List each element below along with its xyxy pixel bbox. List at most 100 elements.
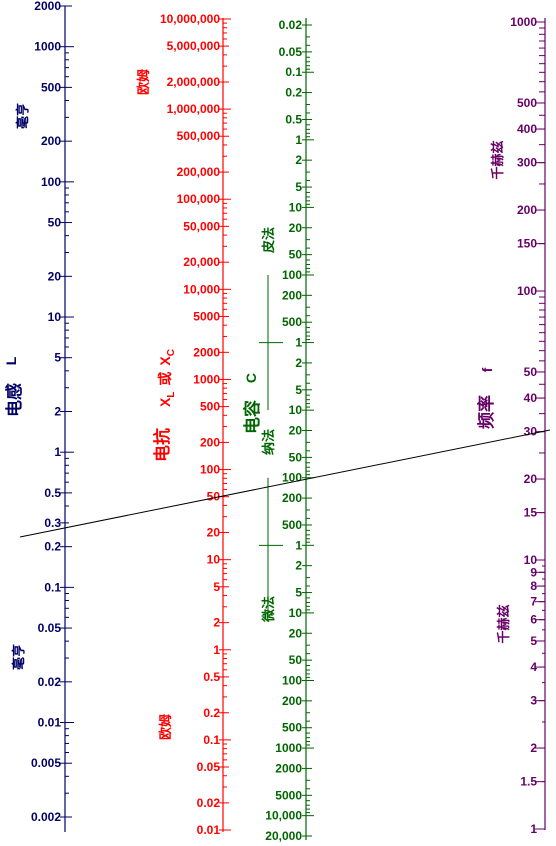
capacitance-tick-label: 10,000: [265, 809, 302, 823]
capacitance-tick-label: 5000: [275, 788, 302, 802]
capacitance-tick-label: 50: [289, 653, 303, 667]
frequency-tick-label: 1000: [510, 15, 537, 29]
reactance-tick-label: 0.05: [197, 760, 221, 774]
frequency-tick-label: 1.5: [520, 775, 537, 789]
frequency-tick-label: 5: [530, 634, 537, 648]
capacitance-tick-label: 200: [282, 694, 302, 708]
inductance-tick-label: 0.2: [44, 540, 61, 554]
reactance-tick-label: 2000: [193, 345, 220, 359]
capacitance-tick-label: 20: [289, 424, 303, 438]
capacitance-tick-label: 200: [282, 288, 302, 302]
inductance-tick-label: 2000: [34, 0, 61, 13]
reactance-tick-label: 100,000: [177, 192, 221, 206]
reactance-tick-label: 1: [213, 643, 220, 657]
reactance-tick-label: 0.1: [203, 733, 220, 747]
frequency-tick-label: 15: [524, 506, 538, 520]
inductance-tick-label: 500: [41, 80, 61, 94]
capacitance-tick-label: 2000: [275, 761, 302, 775]
capacitance-tick-label: 20: [289, 626, 303, 640]
reactance-unit-upper: 欧姆: [136, 69, 152, 95]
capacitance-tick-label: 100: [282, 673, 302, 687]
frequency-tick-label: 3: [530, 694, 537, 708]
inductance-name: 电感: [4, 383, 25, 417]
frequency-tick-label: 40: [524, 391, 538, 405]
reactance-tick-label: 1000: [193, 372, 220, 386]
frequency-tick-label: 200: [517, 203, 537, 217]
reactance-tick-label: 2,000,000: [167, 75, 221, 89]
svg-text:XL或XC: XL或XC: [157, 349, 177, 407]
inductance-tick-label: 0.05: [38, 621, 62, 635]
reactance-tick-labels: 10,000,0005,000,0002,000,0001,000,000500…: [160, 12, 220, 837]
reactance-tick-label: 200,000: [177, 165, 221, 179]
frequency-tick-label: 100: [517, 284, 537, 298]
capacitance-tick-labels: 0.02 0.05 0.1 0.2 0.5 1 2 5 10 20 50 100 200 500 1 2 5 10…: [265, 18, 302, 843]
capacitance-tick-label: 500: [282, 315, 302, 329]
inductance-unit-upper: 毫亨: [15, 103, 31, 129]
capacitance-tick-label: 2: [295, 153, 302, 167]
capacitance-tick-label: 1: [295, 133, 302, 147]
inductance-tick-label: 1000: [34, 40, 61, 54]
capacitance-tick-label: 0.05: [279, 45, 303, 59]
inductance-tick-label: 0.005: [31, 756, 61, 770]
reactance-tick-label: 0.02: [197, 796, 221, 810]
capacitance-tick-label: 5: [295, 180, 302, 194]
reactance-symbol-or: 或: [157, 372, 173, 386]
capacitance-tick-label: 0.1: [285, 65, 302, 79]
inductance-tick-label: 0.5: [44, 486, 61, 500]
capacitance-tick-label: 1: [295, 336, 302, 350]
capacitance-tick-label: 0.2: [285, 86, 302, 100]
reactance-tick-label: 10,000,000: [160, 12, 220, 26]
reactance-symbol-x2: X: [157, 356, 173, 366]
capacitance-unit-nf: 纳法: [261, 429, 277, 455]
reactance-symbol-l: L: [166, 392, 177, 398]
capacitance-ticks: [302, 24, 314, 837]
reactance-tick-label: 50,000: [183, 219, 220, 233]
reactance-tick-label: 5,000,000: [167, 39, 221, 53]
reactance-tick-label: 0.5: [203, 670, 220, 684]
capacitance-unit-brackets: [259, 274, 283, 613]
reactance-tick-label: 20: [207, 526, 221, 540]
capacitance-tick-label: 2: [295, 559, 302, 573]
capacitance-tick-label: 100: [282, 268, 302, 282]
inductance-tick-label: 1: [54, 445, 61, 459]
reactance-name: 电抗: [152, 428, 173, 462]
inductance-tick-label: 2: [54, 405, 61, 419]
reactance-unit-lower: 欧姆: [158, 714, 174, 740]
capacitance-tick-label: 0.5: [285, 112, 302, 126]
reactance-symbol-x: X: [157, 397, 173, 407]
example-isopleth-line: [19, 429, 551, 538]
reactance-tick-label: 50: [207, 490, 221, 504]
frequency-tick-label: 9: [530, 565, 537, 579]
frequency-unit-lower: 千赫兹: [496, 604, 512, 643]
frequency-tick-label: 20: [524, 472, 538, 486]
reactance-tick-label: 200: [200, 435, 220, 449]
reactance-tick-label: 0.2: [203, 706, 220, 720]
frequency-tick-label: 8: [530, 579, 537, 593]
capacitance-name: 电容: [242, 400, 263, 434]
frequency-tick-label: 30: [524, 425, 538, 439]
inductance-tick-label: 50: [48, 216, 62, 230]
inductance-tick-label: 0.002: [31, 810, 61, 824]
frequency-tick-label: 300: [517, 156, 537, 170]
reactance-tick-label: 1,000,000: [167, 102, 221, 116]
capacitance-tick-label: 500: [282, 721, 302, 735]
inductance-tick-label: 5: [54, 351, 61, 365]
capacitance-tick-label: 50: [289, 248, 303, 262]
frequency-tick-label: 6: [530, 613, 537, 627]
frequency-tick-label: 10: [524, 553, 538, 567]
capacitance-tick-label: 5: [295, 586, 302, 600]
inductance-symbol: L: [3, 356, 19, 365]
reactance-tick-label: 500,000: [177, 129, 221, 143]
reactance-ticks: [219, 18, 231, 831]
frequency-tick-label: 400: [517, 122, 537, 136]
inductance-unit-lower: 毫亨: [11, 644, 27, 670]
frequency-tick-label: 50: [524, 365, 538, 379]
reactance-tick-label: 0.01: [197, 823, 221, 837]
capacitance-unit-pf: 皮法: [261, 227, 277, 254]
inductance-tick-label: 0.02: [38, 675, 62, 689]
capacitance-tick-label: 1000: [275, 741, 302, 755]
reactance-tick-label: 5000: [193, 309, 220, 323]
capacitance-tick-label: 200: [282, 491, 302, 505]
